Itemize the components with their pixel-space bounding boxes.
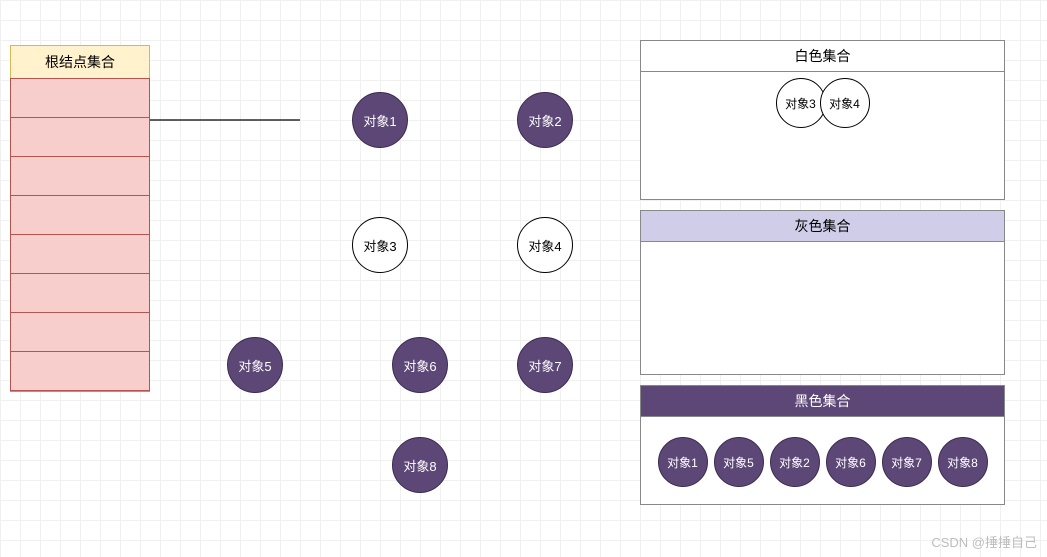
root-slot (10, 117, 150, 157)
panel-black-body: 对象1对象5对象2对象6对象7对象8 (641, 417, 1004, 507)
root-slot (10, 156, 150, 196)
node-n4: 对象4 (517, 217, 573, 273)
panel-black: 黑色集合 对象1对象5对象2对象6对象7对象8 (640, 385, 1005, 505)
root-slot (10, 234, 150, 274)
root-slot (10, 78, 150, 118)
panel-white: 白色集合 对象3对象4 (640, 40, 1005, 200)
node-n3: 对象3 (352, 217, 408, 273)
root-set-title: 根结点集合 (10, 45, 150, 79)
panel-gray-body (641, 242, 1004, 377)
node-n5: 对象5 (227, 337, 283, 393)
panel-node: 对象7 (882, 437, 932, 487)
watermark: CSDN @捶捶自己 (931, 532, 1037, 551)
panel-gray: 灰色集合 (640, 210, 1005, 375)
root-slot (10, 351, 150, 391)
panel-node: 对象4 (820, 78, 870, 128)
panel-white-title: 白色集合 (641, 41, 1004, 72)
panel-black-title: 黑色集合 (641, 386, 1004, 417)
node-n2: 对象2 (517, 92, 573, 148)
panel-white-body: 对象3对象4 (641, 72, 1004, 202)
root-set: 根结点集合 (10, 45, 150, 392)
root-slot (10, 195, 150, 235)
node-n1: 对象1 (352, 92, 408, 148)
panel-gray-title: 灰色集合 (641, 211, 1004, 242)
node-n6: 对象6 (392, 337, 448, 393)
panel-node: 对象3 (776, 78, 826, 128)
node-n7: 对象7 (517, 337, 573, 393)
panel-node: 对象5 (714, 437, 764, 487)
root-slot (10, 312, 150, 352)
panel-node: 对象1 (658, 437, 708, 487)
panel-node: 对象8 (938, 437, 988, 487)
node-n8: 对象8 (392, 437, 448, 493)
panel-node: 对象6 (826, 437, 876, 487)
root-slot (10, 273, 150, 313)
panel-node: 对象2 (770, 437, 820, 487)
